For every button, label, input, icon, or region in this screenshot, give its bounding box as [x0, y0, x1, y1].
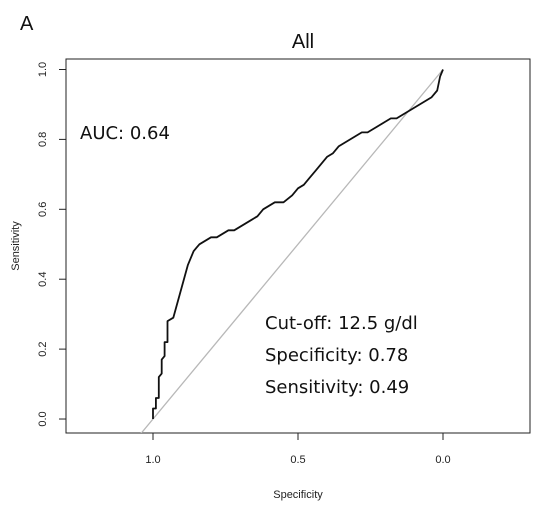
y-tick-label: 0.6 [37, 202, 49, 217]
roc-curve [152, 69, 444, 419]
y-axis-label: Sensitivity [10, 221, 22, 271]
y-tick-label: 0.0 [37, 411, 49, 426]
x-tick-label: 0.5 [290, 454, 305, 466]
axis-ticks: 1.0 0.5 0.0 0.0 0.2 0.4 0.6 0.8 1.0 [37, 62, 451, 466]
x-axis-label: Specificity [273, 489, 323, 501]
x-tick-label: 1.0 [145, 454, 160, 466]
reference-diagonal [140, 69, 444, 433]
cutoff-annotation: Cut-off: 12.5 g/dl [265, 313, 418, 334]
panel-label: A [20, 13, 34, 35]
y-tick-label: 0.8 [37, 132, 49, 147]
y-tick-label: 1.0 [37, 62, 49, 77]
y-tick-label: 0.4 [37, 272, 49, 287]
y-tick-label: 0.2 [37, 341, 49, 356]
specificity-annotation: Specificity: 0.78 [265, 345, 408, 366]
auc-annotation: AUC: 0.64 [80, 123, 170, 144]
sensitivity-annotation: Sensitivity: 0.49 [265, 377, 409, 398]
x-tick-label: 0.0 [435, 454, 450, 466]
chart-title: All [292, 31, 314, 53]
